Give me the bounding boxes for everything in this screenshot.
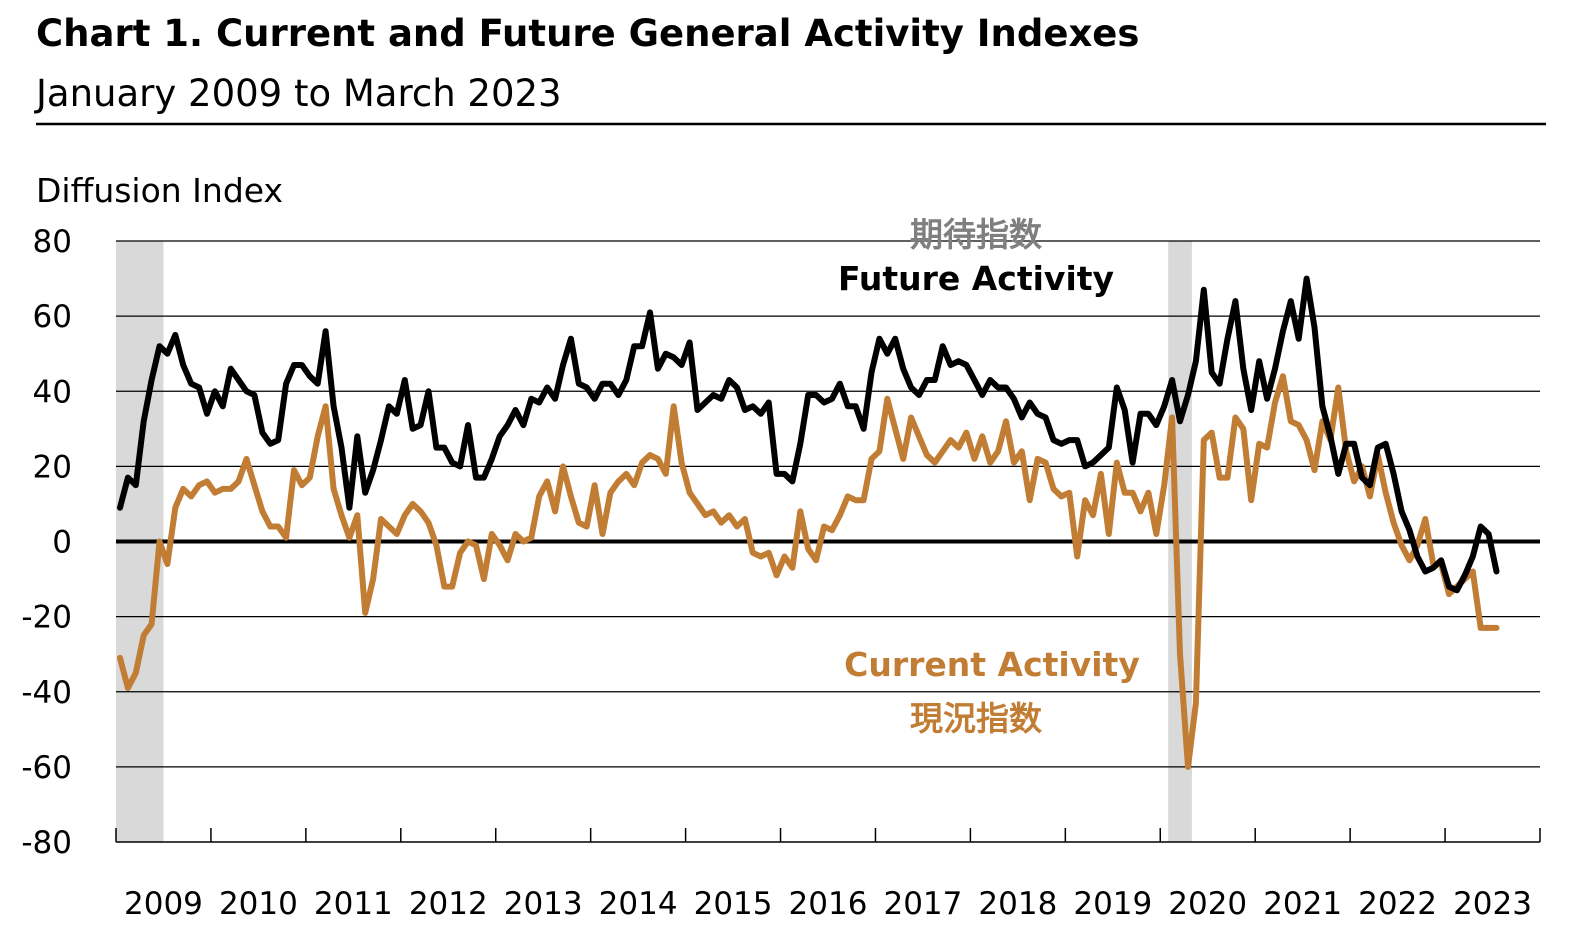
y-tick-label: -60 — [21, 750, 72, 786]
chart-subtitle: January 2009 to March 2023 — [34, 72, 562, 115]
x-tick-label: 2016 — [789, 886, 868, 922]
x-tick-label: 2020 — [1168, 886, 1247, 922]
future-activity-line — [117, 275, 1500, 594]
current-activity-line — [117, 373, 1500, 770]
y-tick-label: 80 — [33, 224, 72, 260]
y-axis-label: Diffusion Index — [36, 171, 283, 210]
y-tick-label: 0 — [52, 525, 72, 561]
x-tick-label: 2011 — [314, 886, 393, 922]
x-tick-label: 2010 — [219, 886, 298, 922]
current-series-label: Current Activity — [844, 645, 1140, 684]
y-tick-label: -40 — [21, 675, 72, 711]
y-tick-label: 40 — [33, 374, 72, 410]
future-series-label: Future Activity — [838, 259, 1114, 298]
y-tick-label: -80 — [21, 825, 72, 861]
chart-title: Chart 1. Current and Future General Acti… — [36, 12, 1139, 55]
series-lines — [117, 275, 1500, 770]
x-tick-label: 2021 — [1263, 886, 1342, 922]
future-series-label-jp: 期待指数 — [910, 215, 1043, 254]
x-tick-label: 2009 — [124, 886, 203, 922]
x-tick-label: 2019 — [1073, 886, 1152, 922]
x-tick-label: 2012 — [409, 886, 488, 922]
y-tick-label: 60 — [33, 299, 72, 335]
x-tick-label: 2015 — [694, 886, 773, 922]
gridlines — [116, 240, 1540, 843]
current-series-label-jp: 現況指数 — [910, 699, 1043, 738]
x-tick-label: 2013 — [504, 886, 583, 922]
x-tick-label: 2022 — [1358, 886, 1437, 922]
y-tick-label: -20 — [21, 600, 72, 636]
y-tick-label: 20 — [33, 449, 72, 485]
y-tick-labels: 80 60 40 20 0 -20 -40 -60 -80 — [21, 224, 72, 861]
x-tick-label: 2017 — [883, 886, 962, 922]
x-axis: 2009 2010 2011 2012 2013 2014 2015 2016 2017 2018… — [115, 828, 1541, 922]
x-tick-label: 2023 — [1453, 886, 1532, 922]
x-tick-label: 2018 — [978, 886, 1057, 922]
x-tick-label: 2014 — [599, 886, 678, 922]
